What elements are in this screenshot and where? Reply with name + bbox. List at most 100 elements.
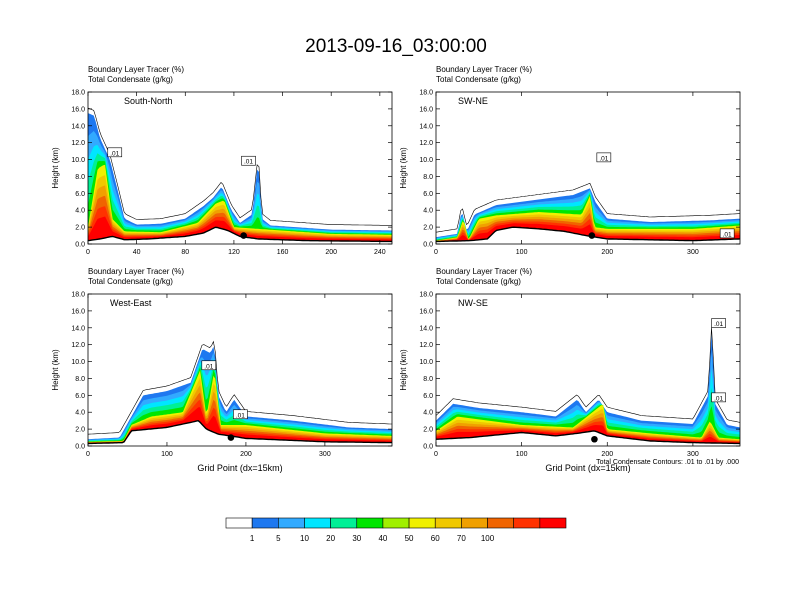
y-axis-label: Height (km) <box>399 349 408 391</box>
colorbar-swatch-11 <box>487 517 514 529</box>
plot-area <box>436 182 740 244</box>
y-tick-label: 12.0 <box>71 342 85 349</box>
chart-panel-1: .01 .01 0.0 2.0 4.0 6.0 8.0 10.0 12.0 14.0 16.0 18.… <box>51 65 393 256</box>
location-marker <box>591 435 598 443</box>
contour-label: .01 <box>110 150 119 157</box>
y-tick-label: 0.0 <box>75 444 85 451</box>
y-tick-label: 8.0 <box>75 174 85 181</box>
tracer-band-11 <box>88 407 392 444</box>
colorbar-label: 40 <box>378 534 387 543</box>
x-tick-label: 0 <box>434 249 438 256</box>
condensate-contour <box>436 327 740 423</box>
terrain-line <box>88 226 392 243</box>
chart-panel-4: .01 .01 0.0 2.0 4.0 6.0 8.0 10.0 12.0 14.0 16.0 18.… <box>399 267 741 473</box>
y-tick-label: 4.0 <box>423 208 433 215</box>
x-axis-label: Grid Point (dx=15km) <box>197 463 282 473</box>
contour-label: .01 <box>714 395 723 402</box>
y-axis-label: Height (km) <box>399 147 408 189</box>
condensate-contour <box>88 340 392 435</box>
colorbar-label: 100 <box>481 534 495 543</box>
y-tick-label: 2.0 <box>423 225 433 232</box>
x-tick-label: 240 <box>374 249 386 256</box>
y-tick-label: 12.0 <box>71 140 85 147</box>
x-tick-label: 40 <box>133 249 141 256</box>
contour-label: .01 <box>244 159 253 166</box>
x-tick-label: 200 <box>601 249 613 256</box>
panel-subtitle-condensate: Total Condensate (g/kg) <box>436 75 521 84</box>
contour-label-box <box>107 147 123 158</box>
contour-label: .01 <box>204 363 213 370</box>
x-tick-label: 0 <box>86 249 90 256</box>
panel-subtitle-tracer: Boundary Layer Tracer (%) <box>88 65 184 74</box>
location-marker <box>227 434 235 441</box>
y-tick-label: 6.0 <box>423 191 433 198</box>
colorbar-swatch-1 <box>225 517 253 529</box>
contour-label-box <box>241 155 256 166</box>
colorbar: 1 5 10 20 30 40 50 60 70 100 <box>225 517 567 543</box>
terrain-line <box>88 419 392 445</box>
y-tick-label: 6.0 <box>423 393 433 400</box>
panel-subtitle-tracer: Boundary Layer Tracer (%) <box>436 267 532 276</box>
plot-area <box>88 107 392 244</box>
colorbar-swatch-6 <box>356 517 384 529</box>
contour-label-box <box>596 152 612 163</box>
colorbar-swatch-8 <box>408 517 436 529</box>
colorbar-swatch-10 <box>461 517 488 529</box>
terrain-fill <box>88 420 392 446</box>
contour-label-box <box>233 409 248 420</box>
terrain-fill <box>88 227 392 244</box>
contour-label: .01 <box>599 155 608 162</box>
y-tick-label: 6.0 <box>75 191 85 198</box>
panel-subtitle-condensate: Total Condensate (g/kg) <box>436 277 521 286</box>
x-tick-label: 160 <box>277 249 289 256</box>
y-tick-label: 16.0 <box>71 106 85 113</box>
terrain-line <box>436 226 740 243</box>
panels: .01 .01 0.0 2.0 4.0 6.0 8.0 10.0 12.0 14.0 16.0 18.… <box>51 65 741 473</box>
x-tick-label: 300 <box>319 451 331 458</box>
x-tick-label: 200 <box>601 451 613 458</box>
terrain-line <box>436 430 740 445</box>
y-tick-label: 16.0 <box>419 106 433 113</box>
condensate-contour <box>88 107 392 226</box>
y-tick-label: 4.0 <box>423 410 433 417</box>
x-tick-label: 200 <box>325 249 337 256</box>
x-tick-label: 100 <box>161 451 173 458</box>
panel-subtitle-tracer: Boundary Layer Tracer (%) <box>436 65 532 74</box>
colorbar-swatch-3 <box>278 517 305 529</box>
panel-label: SW-NE <box>458 96 488 106</box>
x-tick-label: 200 <box>240 451 252 458</box>
x-tick-label: 100 <box>516 451 528 458</box>
location-marker <box>240 232 247 239</box>
y-tick-label: 14.0 <box>419 325 433 332</box>
x-tick-label: 300 <box>687 451 699 458</box>
y-tick-label: 10.0 <box>71 157 85 164</box>
tracer-band-1 <box>88 113 392 242</box>
colorbar-label: 30 <box>352 534 361 543</box>
plot-area <box>436 327 740 446</box>
colorbar-swatch-7 <box>382 517 410 529</box>
plot-area <box>88 340 392 446</box>
y-tick-label: 18.0 <box>71 90 85 97</box>
y-tick-label: 8.0 <box>423 376 433 383</box>
y-tick-label: 0.0 <box>75 242 85 249</box>
colorbar-label: 60 <box>431 534 440 543</box>
x-tick-label: 300 <box>687 249 699 256</box>
y-tick-label: 18.0 <box>71 292 85 299</box>
x-tick-label: 0 <box>86 451 90 458</box>
y-tick-label: 16.0 <box>71 308 85 315</box>
colorbar-label: 1 <box>250 534 255 543</box>
y-tick-label: 12.0 <box>419 140 433 147</box>
colorbar-label: 5 <box>276 534 281 543</box>
plot-frame <box>87 293 393 447</box>
colorbar-swatch-12 <box>513 517 541 529</box>
colorbar-label: 20 <box>326 534 335 543</box>
chart-panel-3: .01 .01 0.0 2.0 4.0 6.0 8.0 10.0 12.0 14.0 16.0 18.… <box>51 267 393 473</box>
y-tick-label: 14.0 <box>71 325 85 332</box>
x-tick-label: 0 <box>434 451 438 458</box>
panel-subtitle-condensate: Total Condensate (g/kg) <box>88 277 173 286</box>
x-axis-label: Grid Point (dx=15km) <box>545 463 630 473</box>
panel-subtitle-condensate: Total Condensate (g/kg) <box>88 75 173 84</box>
y-tick-label: 10.0 <box>71 359 85 366</box>
condensate-contour <box>436 182 740 233</box>
